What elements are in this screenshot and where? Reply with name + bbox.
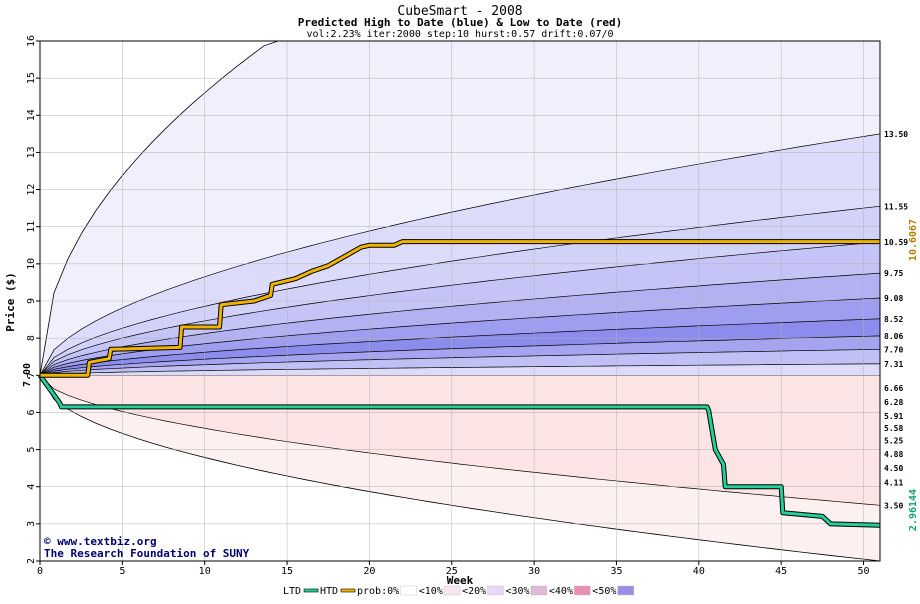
- watermark-line-2: The Research Foundation of SUNY: [44, 547, 250, 560]
- x-tick-label-5: 5: [119, 566, 125, 577]
- x-tick-label-15: 15: [281, 566, 293, 577]
- band-label-11.55: 11.55: [884, 202, 908, 211]
- y-tick-label-6: 6: [26, 409, 37, 415]
- y-tick-label-16: 16: [26, 35, 37, 47]
- y-tick-label-7: 7: [26, 372, 37, 378]
- band-label-8.06: 8.06: [884, 332, 903, 341]
- y-tick-label-11: 11: [26, 221, 37, 233]
- y-tick-label-4: 4: [26, 484, 37, 490]
- band-label-7.31: 7.31: [884, 360, 903, 369]
- legend-ltd-label: LTD: [283, 586, 301, 597]
- x-tick-label-10: 10: [199, 566, 211, 577]
- legend-prob-swatch-2: [487, 585, 504, 596]
- x-tick-label-40: 40: [693, 566, 705, 577]
- x-axis-label: Week: [447, 574, 474, 587]
- band-label-5.25: 5.25: [884, 436, 903, 445]
- band-high-8: [39, 363, 881, 376]
- legend-prob-swatch-1: [443, 585, 461, 596]
- band-label-10.59: 10.59: [884, 238, 908, 247]
- y-axis-label: Price ($): [4, 272, 17, 332]
- series: [37, 239, 881, 528]
- legend-ltd-swatch: [303, 588, 319, 593]
- legend-prob-label-5: <50%: [592, 586, 616, 597]
- band-label-6.28: 6.28: [884, 398, 903, 407]
- x-tick-label-45: 45: [775, 566, 787, 577]
- y-tick-label-9: 9: [26, 298, 37, 304]
- band-labels: 13.50 11.55 10.59 9.75 9.08 8.52 8.06 7.70 7.31 6…: [884, 130, 908, 510]
- band-label-5.91: 5.91: [884, 412, 903, 421]
- final-low-label: 2.96144: [908, 489, 919, 531]
- ltd-series-line: [38, 374, 881, 527]
- legend-prob-label-0: prob:0%: [357, 586, 399, 597]
- band-label-13.50: 13.50: [884, 130, 908, 139]
- legend-prob-swatch-5: [617, 585, 634, 596]
- chart-params: vol:2.23% iter:2000 step:10 hurst:0.57 d…: [306, 29, 613, 40]
- final-high-label: 10.6067: [908, 219, 919, 261]
- legend: LTD HTD prob:0% <10% <20% <30% <40% <50%: [283, 585, 634, 597]
- x-tick-label-30: 30: [528, 566, 540, 577]
- watermark-line-1: © www.textbiz.org: [44, 535, 157, 548]
- band-label-6.66: 6.66: [884, 384, 903, 393]
- y-tick-label-10: 10: [26, 258, 37, 270]
- x-tick-label-25: 25: [446, 566, 458, 577]
- band-label-5.58: 5.58: [884, 424, 903, 433]
- legend-prob-label-1: <10%: [419, 586, 443, 597]
- x-tick-label-50: 50: [858, 566, 870, 577]
- band-label-4.50: 4.50: [884, 464, 903, 473]
- y-tick-label-13: 13: [26, 146, 37, 158]
- x-tick-label-20: 20: [363, 566, 375, 577]
- htd-series-line: [40, 240, 880, 377]
- legend-prob-label-4: <40%: [549, 586, 573, 597]
- y-tick-label-8: 8: [26, 335, 37, 341]
- y-tick-label-12: 12: [26, 184, 37, 196]
- band-label-7.70: 7.70: [884, 345, 903, 354]
- y-tick-label-2: 2: [26, 558, 37, 564]
- y-tick-label-3: 3: [26, 521, 37, 527]
- chart-title: CubeSmart - 2008: [397, 4, 522, 19]
- legend-prob-swatch-0: [400, 585, 417, 596]
- band-label-4.88: 4.88: [884, 450, 903, 459]
- x-tick-label-0: 0: [37, 566, 43, 577]
- x-tick-label-35: 35: [610, 566, 622, 577]
- legend-htd-label: HTD: [320, 586, 338, 597]
- legend-htd-swatch: [340, 588, 356, 593]
- band-label-9.08: 9.08: [884, 294, 903, 303]
- chart-subtitle: Predicted High to Date (blue) & Low to D…: [298, 16, 623, 29]
- y-tick-label-5: 5: [26, 447, 37, 453]
- legend-prob-label-2: <20%: [462, 586, 486, 597]
- band-label-4.11: 4.11: [884, 479, 903, 488]
- axes: 0 5 10 15 20 25 30 35 40 45 5023456789101112131415…: [26, 35, 881, 577]
- y-tick-label-15: 15: [26, 72, 37, 84]
- y-tick-label-14: 14: [26, 109, 37, 121]
- start-price-label: 7.00: [22, 363, 33, 387]
- probability-bands: [38, 40, 881, 562]
- band-label-3.50: 3.50: [884, 501, 903, 510]
- legend-prob-swatch-4: [574, 585, 591, 596]
- legend-prob-label-3: <30%: [506, 586, 530, 597]
- legend-prob-swatch-3: [530, 585, 548, 596]
- band-label-9.75: 9.75: [884, 269, 903, 278]
- band-label-8.52: 8.52: [884, 315, 903, 324]
